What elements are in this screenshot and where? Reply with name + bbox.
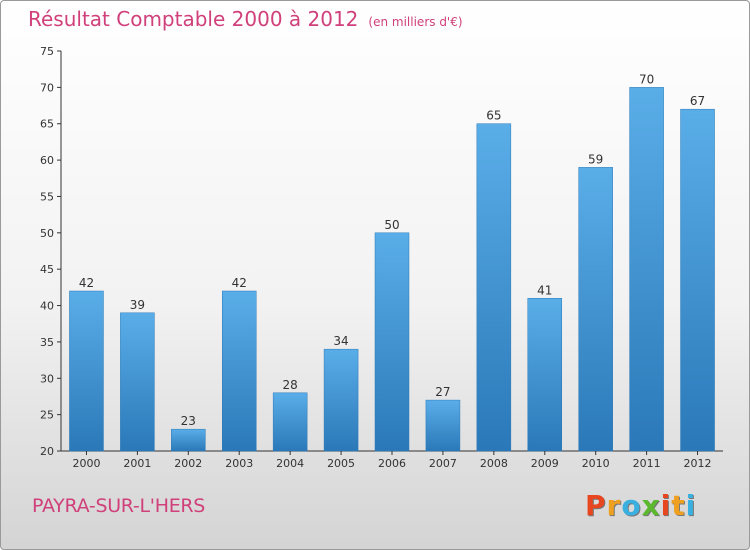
x-tick-label: 2008 — [480, 457, 508, 470]
bar — [374, 232, 410, 452]
y-tick-label: 25 — [40, 409, 54, 422]
data-label: 41 — [537, 283, 552, 297]
bar — [476, 123, 512, 452]
x-tick-label: 2011 — [633, 457, 661, 470]
y-tick-label: 65 — [40, 118, 54, 131]
x-tick-label: 2007 — [429, 457, 457, 470]
data-label: 70 — [639, 72, 654, 86]
y-tick-label: 30 — [40, 372, 54, 385]
commune-name: PAYRA-SUR-L'HERS — [32, 495, 206, 517]
data-label: 27 — [435, 385, 450, 399]
x-tick-label: 2012 — [684, 457, 712, 470]
x-tick-label: 2006 — [378, 457, 406, 470]
x-tick-label: 2009 — [531, 457, 559, 470]
y-tick-label: 60 — [40, 154, 54, 167]
y-tick-label: 75 — [40, 45, 54, 58]
y-tick-label: 40 — [40, 300, 54, 313]
x-tick-label: 2010 — [582, 457, 610, 470]
bar — [69, 290, 104, 452]
brand-letter: i — [685, 489, 697, 522]
x-tick-label: 2001 — [123, 457, 151, 470]
bar — [221, 290, 257, 452]
brand-letter: r — [606, 489, 622, 522]
x-tick-label: 2004 — [276, 457, 304, 470]
bar — [171, 428, 206, 452]
x-tick-label: 2002 — [174, 457, 202, 470]
data-label: 23 — [181, 414, 196, 428]
data-label: 50 — [384, 218, 399, 232]
brand-logo: Proxiti — [585, 489, 696, 522]
bar — [120, 312, 155, 452]
bar — [527, 298, 563, 452]
bar — [425, 399, 461, 452]
data-label: 42 — [79, 276, 94, 290]
brand-letter: x — [641, 489, 661, 522]
brand-letter: i — [660, 489, 672, 522]
y-tick-label: 35 — [40, 336, 54, 349]
data-label: 65 — [486, 109, 501, 123]
chart-subtitle: (en milliers d'€) — [368, 15, 463, 29]
title-row: Résultat Comptable 2000 à 2012 (en millie… — [28, 7, 463, 31]
bar — [578, 167, 613, 452]
bar — [680, 108, 715, 452]
bar — [272, 392, 308, 452]
data-label: 59 — [588, 152, 603, 166]
x-tick-label: 2000 — [72, 457, 100, 470]
bar — [629, 87, 664, 452]
y-tick-label: 50 — [40, 227, 54, 240]
y-tick-label: 70 — [40, 81, 54, 94]
data-label: 42 — [232, 276, 247, 290]
brand-letter: o — [621, 489, 642, 522]
brand-letter: t — [671, 489, 686, 522]
data-label: 39 — [130, 298, 145, 312]
y-tick-label: 55 — [40, 190, 54, 203]
y-tick-label: 20 — [40, 445, 54, 458]
y-tick-label: 45 — [40, 263, 54, 276]
x-tick-label: 2005 — [327, 457, 355, 470]
brand-letter: P — [585, 489, 607, 522]
x-tick-label: 2003 — [225, 457, 253, 470]
data-label: 67 — [690, 94, 705, 108]
bar — [323, 348, 359, 452]
data-label: 34 — [333, 334, 348, 348]
chart-title: Résultat Comptable 2000 à 2012 — [28, 7, 359, 31]
data-label: 28 — [283, 378, 298, 392]
